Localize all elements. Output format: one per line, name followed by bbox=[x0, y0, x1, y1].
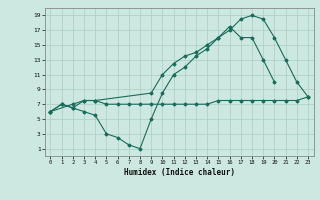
X-axis label: Humidex (Indice chaleur): Humidex (Indice chaleur) bbox=[124, 168, 235, 177]
